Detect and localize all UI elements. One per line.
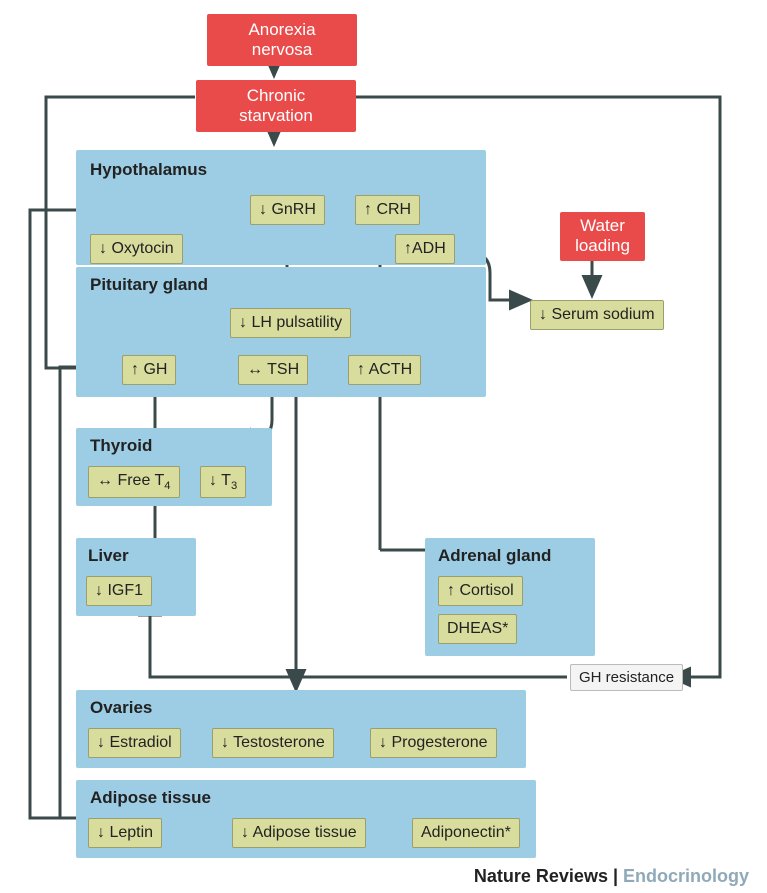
box-dheas: DHEAS* (438, 614, 517, 644)
box-crh: ↑ CRH (355, 195, 420, 225)
box-adipose-tissue: ↓ Adipose tissue (232, 818, 366, 848)
box-estradiol: ↓ Estradiol (88, 728, 181, 758)
box-gh: ↑ GH (122, 355, 176, 385)
box-ft4: ↔ Free T4 (88, 466, 180, 498)
title-hypothalamus: Hypothalamus (90, 160, 207, 180)
t3-text: ↓ T (209, 472, 231, 489)
box-acth: ↑ ACTH (348, 355, 421, 385)
node-chronic-starvation: Chronic starvation (196, 80, 356, 132)
box-igf1: ↓ IGF1 (86, 576, 152, 606)
box-gnrh: ↓ GnRH (250, 195, 325, 225)
footer-left: Nature Reviews | (474, 866, 623, 886)
t3-sub: 3 (231, 480, 237, 492)
diagram-canvas: Anorexia nervosa Chronic starvation Wate… (0, 0, 767, 893)
box-testosterone: ↓ Testosterone (212, 728, 334, 758)
box-cortisol: ↑ Cortisol (438, 576, 523, 606)
box-progesterone: ↓ Progesterone (370, 728, 497, 758)
box-adh: ↑ADH (395, 234, 455, 264)
title-ovaries: Ovaries (90, 698, 152, 718)
ft4-sub: 4 (164, 480, 170, 492)
title-liver: Liver (88, 546, 129, 566)
title-adrenal: Adrenal gland (438, 546, 551, 566)
box-adiponectin: Adiponectin* (412, 818, 520, 848)
box-t3: ↓ T3 (200, 466, 246, 498)
node-anorexia: Anorexia nervosa (207, 14, 357, 66)
box-lh: ↓ LH pulsatility (230, 308, 351, 338)
box-serum-sodium: ↓ Serum sodium (530, 300, 664, 330)
footer-credit: Nature Reviews | Endocrinology (474, 866, 749, 887)
footer-right: Endocrinology (623, 866, 749, 886)
box-oxytocin: ↓ Oxytocin (90, 234, 183, 264)
ft4-text: ↔ Free T (97, 472, 164, 489)
box-tsh: ↔ TSH (238, 355, 308, 385)
label-gh-resistance: GH resistance (570, 664, 683, 691)
box-leptin: ↓ Leptin (88, 818, 162, 848)
node-water-loading: Water loading (560, 212, 645, 261)
title-adipose: Adipose tissue (90, 788, 211, 808)
title-thyroid: Thyroid (90, 436, 152, 456)
title-pituitary: Pituitary gland (90, 275, 208, 295)
